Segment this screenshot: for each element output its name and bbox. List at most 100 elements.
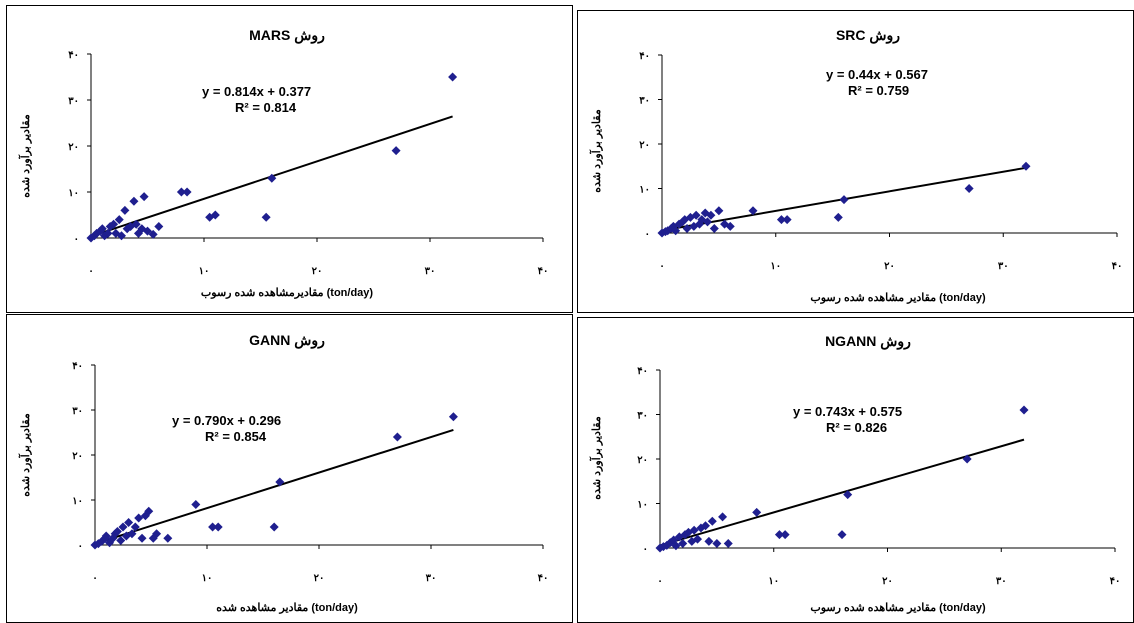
data-point <box>116 536 126 545</box>
chart-svg: GANN روش ۰ ۱۰ ۲۰ ۳۰ ۴۰ ۰ ۱۰ ۲۰ ۳۰ ۴۰ y = 0.790x + 0… <box>18 332 549 614</box>
data-point <box>714 206 724 216</box>
trendline-equation: y = 0.790x + 0.296 <box>172 413 281 428</box>
data-point <box>671 226 681 236</box>
x-tick-label: ۲۰ <box>884 261 895 272</box>
x-tick-label: ۴۰ <box>1110 576 1121 587</box>
x-tick-label: ۲۰ <box>314 573 325 584</box>
y-tick-label: ۰ <box>643 544 648 555</box>
x-axis-label: مقادیر مشاهده شده (ton/day) <box>216 602 358 614</box>
data-point <box>275 477 285 487</box>
data-point <box>704 536 714 546</box>
x-axis-label: مقادیرمشاهده شده رسوب (ton/day) <box>201 287 374 299</box>
y-tick-label: ۱۰ <box>639 185 650 196</box>
data-point <box>112 527 122 536</box>
x-tick-label: ۰ <box>92 573 97 584</box>
y-axis-label: مقادیر برآورد شده <box>589 109 603 193</box>
data-point <box>114 215 124 225</box>
data-point <box>118 522 128 532</box>
data-point <box>703 217 712 227</box>
data-point <box>117 231 127 241</box>
y-tick-label: ۴۰ <box>639 51 650 62</box>
x-tick-label: ۳۰ <box>426 573 437 584</box>
data-point <box>782 215 792 225</box>
data-point <box>448 72 458 82</box>
data-point <box>267 173 277 183</box>
data-point <box>709 224 719 234</box>
y-tick-label: ۳۰ <box>72 406 83 417</box>
y-axis-label: مقادیر برآورد شده <box>18 413 32 497</box>
y-tick-label: ۰ <box>74 234 79 245</box>
y-tick-label: ۱۰ <box>68 188 79 199</box>
y-tick-label: ۴۰ <box>68 50 79 61</box>
y-tick-label: ۰ <box>78 541 83 552</box>
data-point <box>725 221 735 231</box>
trendline <box>94 428 454 545</box>
data-point <box>213 522 223 532</box>
y-tick-label: ۳۰ <box>639 96 650 107</box>
y-tick-label: ۴۰ <box>637 366 648 377</box>
data-point <box>693 534 703 544</box>
data-point <box>1019 405 1029 415</box>
y-tick-label: ۳۰ <box>637 411 648 422</box>
data-point <box>682 224 692 234</box>
y-axis-label: مقادیر برآورد شده <box>589 416 603 500</box>
chart-title: GANN روش <box>249 332 325 349</box>
y-axis-label: مقادیر برآورد شده <box>18 114 32 198</box>
data-point <box>124 518 134 527</box>
chart-panel-mars: MARS روش ۰ ۱۰ ۲۰ ۳۰ ۴۰ ۰ ۱۰ ۲۰ ۳۰ ۴۰ y = 0.814x + 0… <box>6 5 573 313</box>
x-tick-label: ۰ <box>657 576 662 587</box>
data-point <box>131 219 141 229</box>
x-tick-label: ۳۰ <box>998 261 1009 272</box>
r-squared-label: R² = 0.826 <box>826 420 887 435</box>
data-point <box>269 522 279 532</box>
data-point <box>129 196 139 206</box>
data-point <box>261 212 271 222</box>
data-point <box>718 512 728 522</box>
data-point <box>154 222 164 231</box>
data-point <box>707 516 717 526</box>
r-squared-label: R² = 0.854 <box>205 429 267 444</box>
data-point <box>674 532 684 542</box>
data-point <box>723 539 733 549</box>
x-tick-label: ۴۰ <box>1112 261 1123 272</box>
data-point <box>776 215 786 225</box>
data-point <box>712 539 722 549</box>
data-point <box>144 506 154 516</box>
data-point <box>843 490 853 500</box>
data-point <box>752 507 762 517</box>
data-point <box>701 521 710 531</box>
x-tick-label: ۱۰ <box>770 261 781 272</box>
data-point <box>210 210 220 220</box>
data-point <box>176 187 186 197</box>
data-point <box>152 529 162 539</box>
r-squared-label: R² = 0.814 <box>235 100 297 115</box>
data-point <box>109 219 119 229</box>
data-point <box>392 432 402 442</box>
chart-panel-gann: GANN روش ۰ ۱۰ ۲۰ ۳۰ ۴۰ ۰ ۱۰ ۲۰ ۳۰ ۴۰ y = 0.790x + 0… <box>6 314 573 623</box>
x-axis-label: مقادیر مشاهده شده رسوب (ton/day) <box>810 292 986 304</box>
data-point <box>1021 161 1031 171</box>
data-point <box>103 228 113 238</box>
data-point <box>696 523 706 533</box>
y-tick-label: ۲۰ <box>72 451 83 462</box>
data-point <box>833 212 843 222</box>
x-tick-label: ۳۰ <box>425 266 436 277</box>
data-point <box>130 522 140 532</box>
chart-svg: SRC روش ۰ ۱۰ ۲۰ ۳۰ ۴۰ ۰ ۱۰ ۲۰ ۳۰ ۴۰ y = 0.44x + 0.5… <box>589 27 1123 304</box>
data-point <box>683 527 693 537</box>
x-tick-label: ۴۰ <box>538 573 549 584</box>
data-point <box>837 530 847 540</box>
data-point <box>962 454 972 464</box>
data-point <box>391 146 401 156</box>
data-point <box>182 187 192 197</box>
data-point <box>669 535 679 545</box>
chart-panel-ngann: NGANN روش ۰ ۱۰ ۲۰ ۳۰ ۴۰ ۰ ۱۰ ۲۰ ۳۰ ۴۰ y = 0.743x + … <box>577 317 1134 623</box>
data-point <box>706 210 716 220</box>
data-point <box>678 539 688 549</box>
y-tick-label: ۲۰ <box>639 140 650 151</box>
data-point <box>139 192 149 202</box>
chart-title: MARS روش <box>249 27 325 44</box>
data-point <box>448 412 458 422</box>
data-point <box>964 184 974 193</box>
data-point <box>691 210 701 220</box>
